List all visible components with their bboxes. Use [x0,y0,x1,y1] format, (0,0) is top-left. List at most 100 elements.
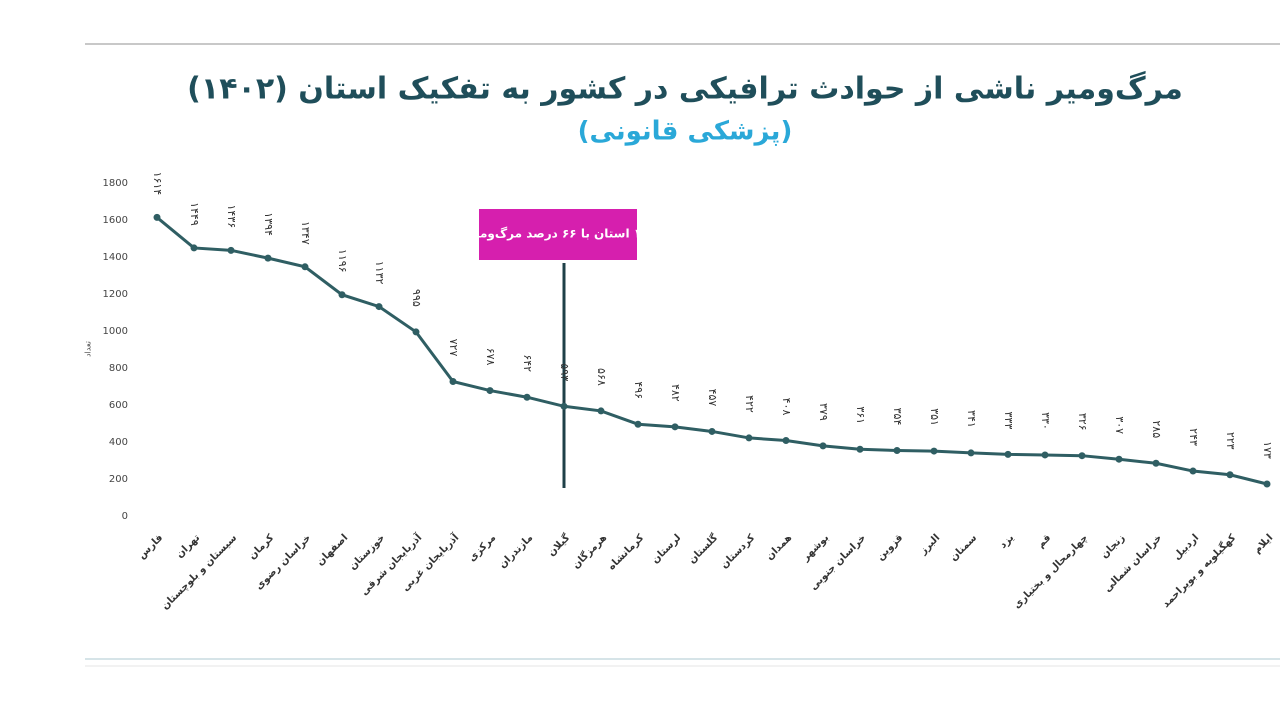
data-label: ۲۸۵ [1150,420,1163,438]
x-tick-label: سیستان و بلوچستان [160,532,240,612]
x-tick-label: کهگیلویه و بویراحمد [1159,531,1238,610]
y-tick-label: 800 [109,363,128,374]
data-point [449,378,457,386]
x-tick-label: گیلان [545,531,573,559]
x-tick-label: مازندران [497,532,535,570]
data-label: ۴۹۶ [632,381,645,399]
x-tick-label: تهران [174,532,202,560]
y-tick-label: 600 [109,400,128,411]
x-tick-label: اصفهان [315,532,350,567]
data-point [1226,471,1234,479]
y-tick-label: 0 [122,511,128,522]
y-tick-label: 1200 [103,289,128,300]
x-tick-label: کرمان [247,532,276,561]
data-point [819,442,827,450]
y-tick-label: 1000 [103,326,128,337]
y-tick-label: 200 [109,474,128,485]
x-tick-label: آذربایجان شرقی [358,531,425,598]
data-point [412,328,420,336]
x-tick-label: سمنان [948,532,979,563]
data-label: ۴۸۲ [669,384,682,402]
data-label: ۲۲۳ [1224,432,1237,450]
data-label: ۳۵۱ [928,408,941,426]
x-tick-label: فارس [136,532,165,561]
data-label: ۳۲۶ [1076,413,1089,431]
data-point [264,254,272,262]
x-tick-label: گلستان [685,531,720,566]
chart-title: مرگ‌ومیر ناشی از حوادث ترافیکی در کشور ب… [187,71,1183,107]
data-point [227,246,235,254]
data-label: ۴۵۷ [706,389,719,407]
data-label: ۱۶۱۴ [151,172,164,196]
data-label: ۴۰۸ [780,398,793,416]
data-point [1152,459,1160,467]
data-point [523,393,531,401]
data-point [153,213,161,221]
x-tick-label: قم [1035,532,1053,550]
data-point [708,427,716,435]
data-label: ۱۱۳۲ [373,261,386,285]
y-tick-label: 400 [109,437,128,448]
x-tick-label: همدان [764,532,794,562]
data-point [967,449,975,457]
x-tick-label: کردستان [719,532,758,571]
data-label: ۱۴۴۹ [188,202,201,226]
data-point [1041,451,1049,459]
data-point [671,423,679,431]
x-tick-label: بوشهر [800,532,832,564]
data-point [893,447,901,455]
data-label: ۴۲۲ [743,395,756,413]
data-label: ۷۲۷ [447,339,460,357]
data-label: ۳۳۰ [1039,412,1052,430]
data-label: ۵۹۳ [558,363,571,381]
x-tick-label: البرز [917,532,942,557]
data-label: ۳۴۱ [965,410,978,428]
x-tick-label: مرکزی [467,532,499,564]
x-tick-label: ایلام [1252,532,1275,555]
data-label: ۱۴۳۶ [225,205,238,229]
data-point [375,303,383,311]
data-label: ۳۳۳ [1002,412,1015,430]
x-tick-label: اردبیل [1171,532,1201,562]
data-point [560,402,568,410]
x-tick-label: زنجان [1099,532,1127,560]
data-label: ۹۹۵ [410,289,423,307]
x-tick-label: قزوین [875,532,905,562]
data-point [1115,455,1123,463]
data-label: ۵۶۸ [595,368,608,386]
data-label: ۶۴۲ [521,354,534,372]
data-point [1263,480,1271,488]
data-point [486,387,494,395]
data-point [1004,450,1012,458]
data-point [634,420,642,428]
x-tick-label: چهارمحال و بختیاری [1012,532,1091,611]
data-label: ۳۵۴ [891,408,904,426]
y-axis-label: تعداد [84,341,93,357]
data-point [745,434,753,442]
data-label: ۱۳۹۴ [262,212,275,236]
data-label: ۳۰۷ [1113,416,1126,434]
data-point [301,263,309,271]
data-label: ۳۷۹ [817,403,830,421]
x-tick-label: لرستان [650,532,683,565]
annotation-text: ۱۲ استان با ۶۶ درصد مرگ‌ومیر [467,226,649,242]
x-tick-label: یزد [998,532,1017,551]
data-point [856,445,864,453]
data-label: ۲۴۳ [1187,428,1200,446]
data-label: ۱۳۴۷ [299,221,312,245]
y-tick-label: 1800 [103,178,128,189]
data-label: ۱۱۹۶ [336,249,349,273]
data-point [1189,467,1197,475]
data-label: ۶۷۸ [484,348,497,366]
data-point [1078,452,1086,460]
data-point [597,407,605,415]
y-tick-label: 1400 [103,252,128,263]
data-point [190,244,198,252]
data-point [930,447,938,455]
data-label: ۳۶۱ [854,406,867,424]
y-tick-label: 1600 [103,215,128,226]
chart-subtitle: (پزشکی قانونی) [578,117,793,147]
data-point [338,291,346,299]
